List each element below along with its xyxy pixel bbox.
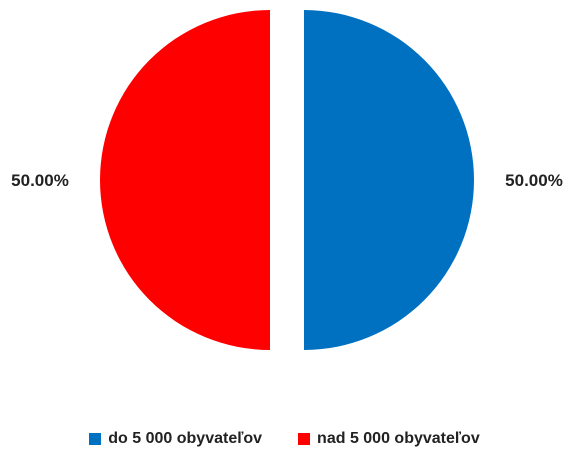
- legend-label-do-5000: do 5 000 obyvateľov: [108, 430, 263, 447]
- legend-swatch-blue: [89, 433, 102, 445]
- data-label-do-5000: 50.00%: [505, 171, 563, 190]
- data-label-nad-5000: 50.00%: [11, 171, 69, 190]
- legend-label-nad-5000: nad 5 000 obyvateľov: [317, 430, 480, 447]
- chart-legend: do 5 000 obyvateľov nad 5 000 obyvateľov: [0, 430, 569, 448]
- legend-item-nad-5000: nad 5 000 obyvateľov: [298, 430, 480, 448]
- pie-slice-nad-5000: [100, 10, 270, 350]
- legend-swatch-red: [298, 433, 311, 445]
- legend-item-do-5000: do 5 000 obyvateľov: [89, 430, 262, 448]
- pie-slice-do-5000: [304, 10, 474, 350]
